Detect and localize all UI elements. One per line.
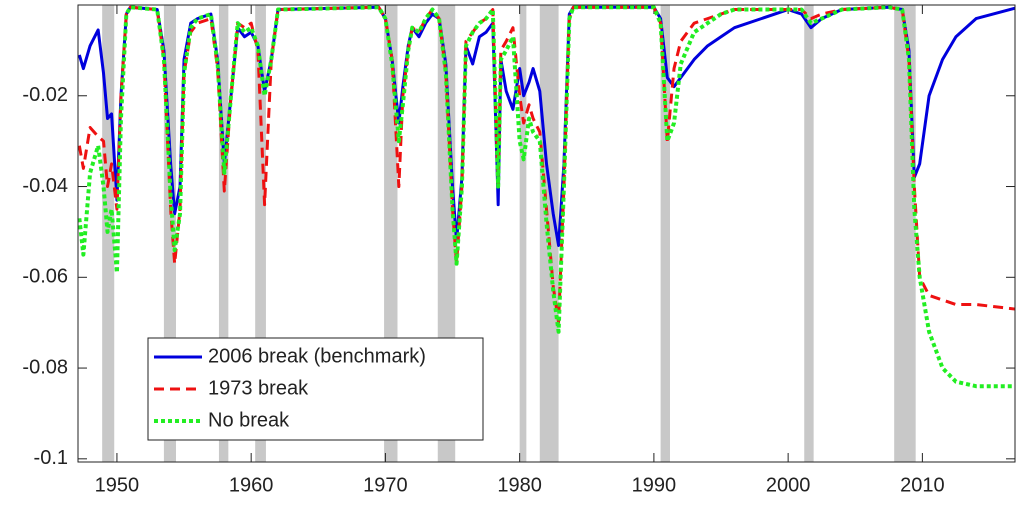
axes-box: [77, 4, 1016, 463]
x-tick-label: 1990: [632, 474, 677, 496]
y-tick-label: -0.04: [22, 175, 68, 197]
y-tick-label: -0.06: [22, 266, 68, 288]
legend-label: 2006 break (benchmark): [208, 345, 426, 367]
legend-box: [147, 337, 484, 441]
legend-label: 1973 break: [208, 377, 309, 399]
data-line: [77, 5, 1015, 389]
y-tick-label: -0.08: [22, 356, 68, 378]
x-tick-label: 1960: [229, 474, 274, 496]
shaded-period: [519, 5, 527, 462]
y-tick-label: -0.1: [34, 447, 68, 469]
x-tick-label: 1970: [363, 474, 408, 496]
shaded-period: [894, 5, 916, 462]
shaded-period: [804, 5, 814, 462]
legend: 2006 break (benchmark) 1973 break No break: [147, 337, 484, 441]
shaded-period: [660, 5, 671, 462]
x-tick-label: 2010: [900, 474, 945, 496]
x-tick-label: 1980: [497, 474, 542, 496]
x-tick-label: 2000: [766, 474, 811, 496]
shaded-period: [218, 5, 229, 462]
y-tick-label: -0.02: [22, 84, 68, 106]
legend-label: No break: [208, 409, 290, 431]
shaded-period: [255, 5, 266, 462]
x-tick-label: 1950: [95, 474, 140, 496]
